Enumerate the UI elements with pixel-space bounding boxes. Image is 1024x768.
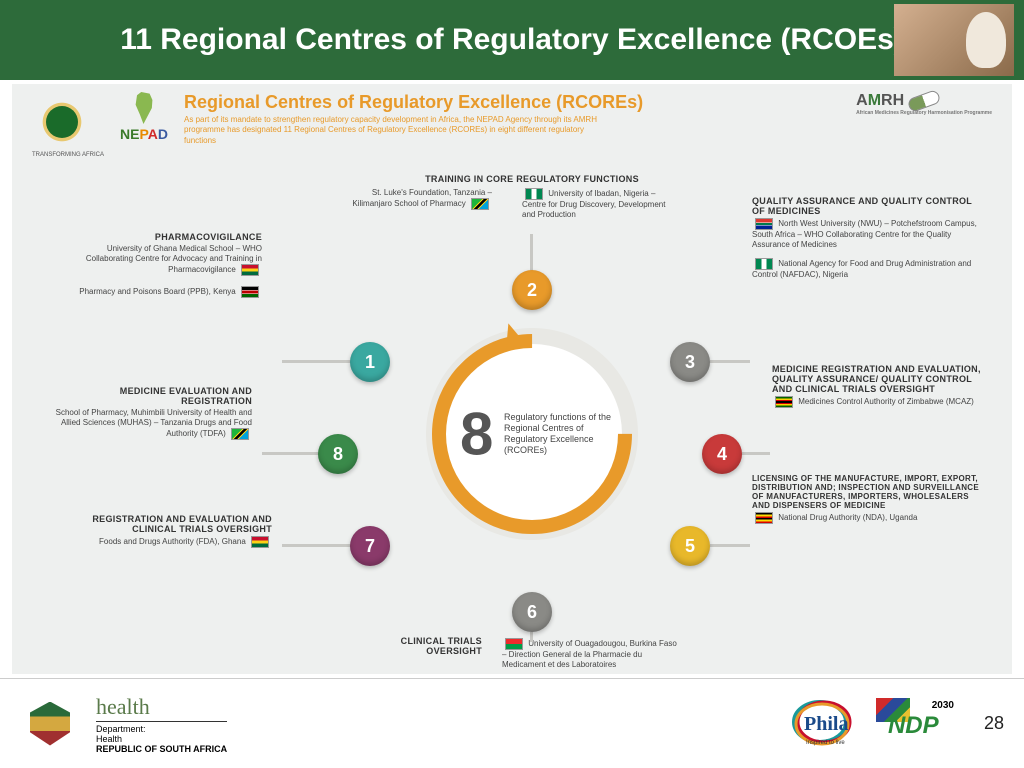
nepad-logo-block: NEPAD [120, 92, 168, 142]
section-5: LICENSING OF THE MANUFACTURE, IMPORT, EX… [752, 474, 987, 524]
health-dept-block: health Department: Health REPUBLIC OF SO… [96, 694, 227, 754]
dept-line3: REPUBLIC OF SOUTH AFRICA [96, 744, 227, 754]
infographic-title: Regional Centres of Regulatory Excellenc… [184, 92, 643, 113]
stem-6 [530, 632, 533, 642]
flag-ghana2-icon [251, 536, 269, 548]
svg-text:Inspired to live: Inspired to live [806, 740, 845, 746]
section-2-body2: University of Ibadan, Nigeria – Centre f… [522, 188, 672, 220]
au-logo-icon [32, 92, 92, 152]
svg-text:Phila: Phila [804, 713, 848, 735]
page-number: 28 [984, 713, 1004, 734]
section-4: MEDICINE REGISTRATION AND EVALUATION, QU… [772, 364, 987, 408]
ndp-text: NDP [888, 712, 939, 740]
amrh-sub: African Medicines Regulatory Harmonisati… [856, 110, 992, 116]
stem-4 [742, 452, 770, 455]
section-3: QUALITY ASSURANCE AND QUALITY CONTROL OF… [752, 196, 982, 280]
section-2: TRAINING IN CORE REGULATORY FUNCTIONS St… [342, 174, 722, 220]
section-3-body2: National Agency for Food and Drug Admini… [752, 258, 982, 280]
stem-8 [262, 452, 320, 455]
stem-1 [282, 360, 352, 363]
slide-title: 11 Regional Centres of Regulatory Excell… [20, 23, 1004, 58]
node-6: 6 [512, 592, 552, 632]
node-3: 3 [670, 342, 710, 382]
coat-of-arms-icon [20, 694, 80, 754]
dept-line1: Department: [96, 724, 227, 734]
logo-row: TRANSFORMING AFRICA NEPAD Regional Centr… [32, 92, 992, 158]
section-8-body1: School of Pharmacy, Muhimbili University… [52, 408, 252, 440]
center-text: Regulatory functions of the Regional Cen… [442, 412, 622, 457]
ndp-year: 2030 [932, 700, 954, 711]
node-7: 7 [350, 526, 390, 566]
au-logo-block: TRANSFORMING AFRICA [32, 92, 104, 158]
node-8: 8 [318, 434, 358, 474]
flag-burkina-icon [505, 638, 523, 650]
stem-7 [282, 544, 352, 547]
section-4-body1: Medicines Control Authority of Zimbabwe … [772, 396, 987, 408]
section-6-title: CLINICAL TRIALS OVERSIGHT [382, 636, 482, 656]
node-2: 2 [512, 270, 552, 310]
section-6-body1: University of Ouagadougou, Burkina Faso … [502, 638, 682, 670]
section-2-title: TRAINING IN CORE REGULATORY FUNCTIONS [342, 174, 722, 184]
node-4: 4 [702, 434, 742, 474]
amrh-logo-block: AMRH African Medicines Regulatory Harmon… [856, 92, 992, 116]
ndp-logo: 2030 NDP [876, 694, 956, 754]
section-1-body1: University of Ghana Medical School – WHO… [62, 244, 262, 276]
section-2-body1: St. Luke's Foundation, Tanzania – Kilima… [342, 188, 492, 220]
section-7: REGISTRATION AND EVALUATION AND CLINICAL… [72, 514, 272, 548]
flag-tanzania2-icon [231, 428, 249, 440]
africa-icon [130, 92, 158, 124]
node-1: 1 [350, 342, 390, 382]
section-8-title: MEDICINE EVALUATION AND REGISTRATION [52, 386, 252, 406]
phila-logo: Phila Inspired to live [790, 694, 860, 754]
flag-sa-icon [755, 218, 773, 230]
slide-header: 11 Regional Centres of Regulatory Excell… [0, 0, 1024, 80]
circular-diagram: 8 Regulatory functions of the Regional C… [12, 174, 1012, 674]
center-hub: 8 Regulatory functions of the Regional C… [442, 344, 622, 524]
section-4-title: MEDICINE REGISTRATION AND EVALUATION, QU… [772, 364, 987, 394]
flag-nigeria2-icon [755, 258, 773, 270]
section-3-body1: North West University (NWU) – Potchefstr… [752, 218, 982, 250]
infographic-heading-block: Regional Centres of Regulatory Excellenc… [184, 92, 643, 146]
section-1-title: PHARMACOVIGILANCE [62, 232, 262, 242]
section-5-title: LICENSING OF THE MANUFACTURE, IMPORT, EX… [752, 474, 987, 510]
flag-nigeria-icon [525, 188, 543, 200]
infographic-subtitle: As part of its mandate to strengthen reg… [184, 115, 604, 146]
stem-3 [710, 360, 750, 363]
header-photo [894, 4, 1014, 76]
stem-5 [710, 544, 750, 547]
section-1: PHARMACOVIGILANCE University of Ghana Me… [62, 232, 262, 298]
section-7-body1: Foods and Drugs Authority (FDA), Ghana [72, 536, 272, 548]
section-6: CLINICAL TRIALS OVERSIGHT University of … [382, 636, 702, 670]
flag-zimbabwe-icon [775, 396, 793, 408]
section-3-title: QUALITY ASSURANCE AND QUALITY CONTROL OF… [752, 196, 982, 216]
slide-footer: health Department: Health REPUBLIC OF SO… [0, 678, 1024, 768]
section-1-body2: Pharmacy and Poisons Board (PPB), Kenya [62, 286, 262, 298]
node-5: 5 [670, 526, 710, 566]
section-8: MEDICINE EVALUATION AND REGISTRATION Sch… [52, 386, 252, 440]
stem-2 [530, 234, 533, 274]
dept-line2: Health [96, 734, 227, 744]
flag-kenya-icon [241, 286, 259, 298]
health-title: health [96, 694, 227, 722]
flag-uganda-icon [755, 512, 773, 524]
section-7-title: REGISTRATION AND EVALUATION AND CLINICAL… [72, 514, 272, 534]
section-5-body1: National Drug Authority (NDA), Uganda [752, 512, 987, 524]
flag-tanzania-icon [471, 198, 489, 210]
infographic-panel: TRANSFORMING AFRICA NEPAD Regional Centr… [12, 84, 1012, 674]
flag-ghana-icon [241, 264, 259, 276]
au-label: TRANSFORMING AFRICA [32, 152, 104, 158]
